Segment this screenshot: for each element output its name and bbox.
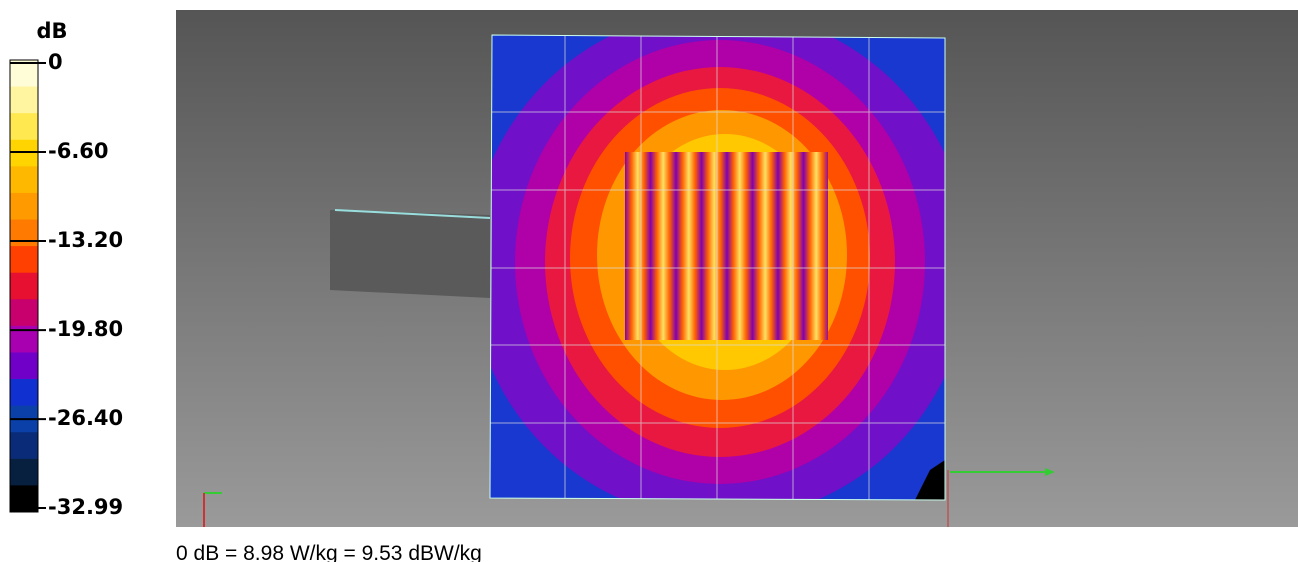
tick-label: -26.40 (48, 406, 123, 430)
color-band (10, 219, 38, 247)
color-band (10, 192, 38, 221)
tick-label: -6.60 (48, 139, 109, 163)
colorbar-frame (9, 59, 39, 513)
3d-view (176, 10, 1298, 527)
color-band (10, 352, 38, 380)
colorbar: 0 -6.60 -13.20 -19.80 -26.40 -32.99 (9, 50, 123, 519)
tick-label: -13.20 (48, 228, 123, 252)
caption: 0 dB = 8.98 W/kg = 9.53 dBW/kg (176, 542, 482, 562)
color-band (10, 299, 38, 327)
color-band (10, 379, 38, 407)
color-band (10, 113, 38, 141)
color-band (10, 166, 38, 194)
color-band (10, 86, 38, 114)
color-band (10, 139, 38, 167)
color-band (10, 246, 38, 274)
color-band (10, 432, 38, 460)
colorbar-unit: dB (36, 19, 67, 43)
color-band (10, 60, 38, 88)
tick-label: 0 (48, 50, 63, 74)
tick-label: -32.99 (48, 495, 123, 519)
color-band (10, 458, 38, 486)
tick-label: -19.80 (48, 317, 123, 341)
color-band (10, 272, 38, 300)
